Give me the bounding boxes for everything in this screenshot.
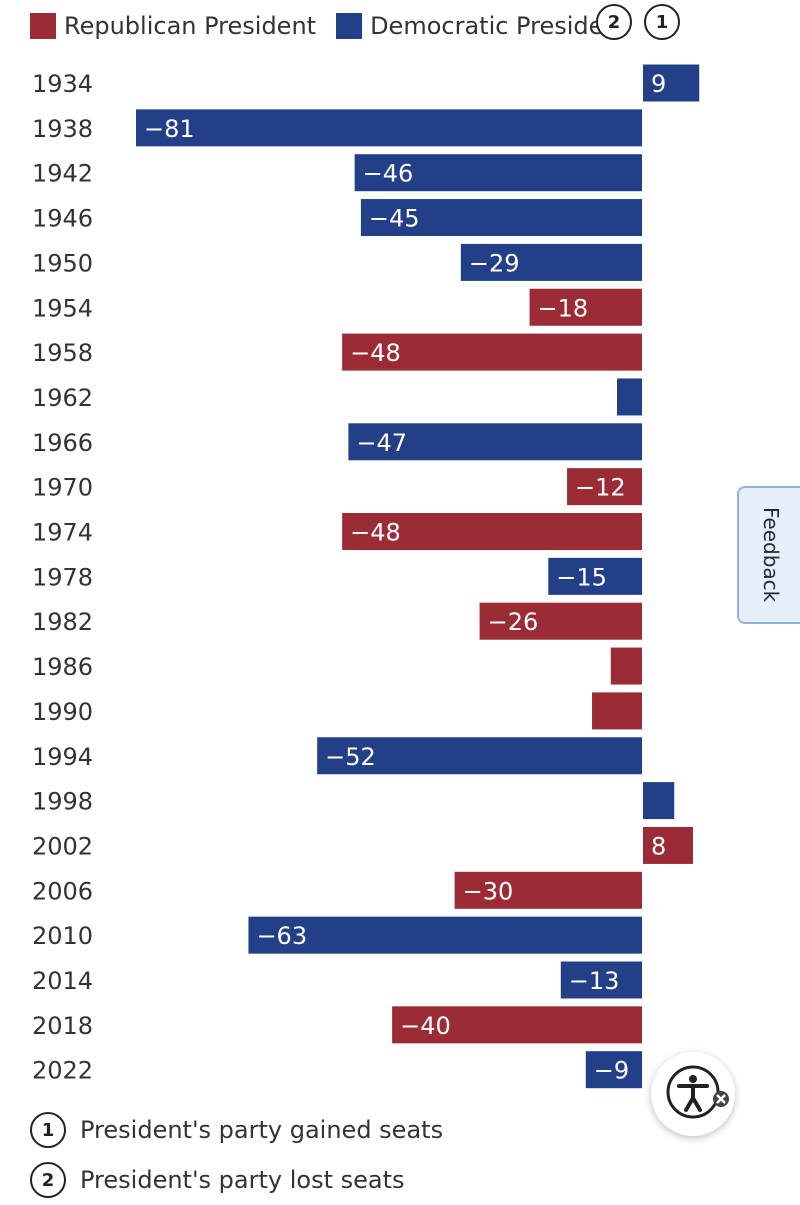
bar-label-1978: −15 <box>556 563 607 591</box>
legend-item-democratic: Democratic President <box>336 12 628 40</box>
legend-item-republican: Republican President <box>30 12 316 40</box>
bar-1990 <box>592 692 642 730</box>
bar-label-1958: −48 <box>350 339 401 367</box>
legend-label-republican: Republican President <box>64 12 317 40</box>
bar-label-1946: −45 <box>369 205 420 233</box>
year-label-1950: 1950 <box>32 249 93 277</box>
bar-chart: 1934 9 1938 −81 1942 −46 1946 −45 1950 −29 1954 −18… <box>32 64 700 1089</box>
year-label-2006: 2006 <box>32 877 93 905</box>
bar-label-1974: −48 <box>350 519 401 547</box>
bar-2022 <box>585 1051 642 1089</box>
feedback-tab[interactable]: Feedback <box>737 486 800 624</box>
year-label-1954: 1954 <box>32 294 93 322</box>
bar-2010 <box>248 916 642 954</box>
year-label-1938: 1938 <box>32 115 93 143</box>
bar-1946 <box>360 199 642 237</box>
year-label-1958: 1958 <box>32 339 93 367</box>
legend-swatch-democratic <box>336 13 363 39</box>
bar-1950 <box>460 243 642 281</box>
bar-label-2010: −63 <box>256 922 307 950</box>
year-label-2010: 2010 <box>32 922 93 950</box>
bar-1942 <box>354 154 642 192</box>
bar-label-1970: −12 <box>575 474 626 502</box>
bar-2002 <box>643 826 693 864</box>
year-label-2022: 2022 <box>32 1057 93 1085</box>
bar-1974 <box>342 513 642 550</box>
bar-2006 <box>454 871 642 909</box>
notes: 1 President's party gained seats 2 Presi… <box>30 1105 443 1205</box>
bar-label-2018: −40 <box>400 1012 451 1040</box>
bar-label-1994: −52 <box>325 743 376 771</box>
bar-1934 <box>643 64 700 102</box>
accessibility-button[interactable] <box>651 1052 735 1136</box>
note-text-lost: President's party lost seats <box>80 1166 405 1194</box>
year-label-1982: 1982 <box>32 608 93 636</box>
note-marker-1: 1 <box>30 1112 66 1148</box>
bar-1994 <box>317 737 642 775</box>
bar-1938 <box>136 109 642 147</box>
accessibility-icon <box>666 1065 729 1119</box>
bar-label-1950: −29 <box>469 249 520 277</box>
bar-label-2002: 8 <box>651 832 666 860</box>
marker-1: 1 <box>644 4 680 40</box>
year-label-1990: 1990 <box>32 698 93 726</box>
year-label-1934: 1934 <box>32 70 93 98</box>
legend: Republican President Democratic Presiden… <box>30 8 648 44</box>
bar-1958 <box>342 333 642 371</box>
year-label-1994: 1994 <box>32 743 93 771</box>
bar-label-2014: −13 <box>569 967 620 995</box>
year-label-1942: 1942 <box>32 160 93 188</box>
year-label-1986: 1986 <box>32 653 93 681</box>
bar-1998 <box>643 782 675 820</box>
bar-1954 <box>529 288 642 326</box>
bar-1966 <box>348 423 642 461</box>
year-label-1970: 1970 <box>32 474 93 502</box>
year-label-1974: 1974 <box>32 519 93 547</box>
legend-markers: 2 1 <box>596 4 692 40</box>
bar-1982 <box>479 602 642 640</box>
bar-2014 <box>560 961 642 999</box>
bar-label-1982: −26 <box>488 608 539 636</box>
year-label-1962: 1962 <box>32 384 93 412</box>
bar-2018 <box>392 1006 642 1044</box>
year-label-1998: 1998 <box>32 788 93 816</box>
year-label-2002: 2002 <box>32 832 93 860</box>
bar-label-1942: −46 <box>363 160 414 188</box>
year-label-1946: 1946 <box>32 205 93 233</box>
bar-label-2006: −30 <box>463 877 514 905</box>
bar-label-1938: −81 <box>144 115 195 143</box>
year-label-1966: 1966 <box>32 429 93 457</box>
feedback-label: Feedback <box>759 507 783 603</box>
note-marker-2: 2 <box>30 1162 66 1198</box>
year-label-2018: 2018 <box>32 1012 93 1040</box>
legend-label-democratic: Democratic President <box>370 12 629 40</box>
bar-1986 <box>610 647 642 685</box>
legend-swatch-republican <box>30 13 56 39</box>
bar-1962 <box>617 378 642 416</box>
bar-label-1966: −47 <box>356 429 407 457</box>
note-gained: 1 President's party gained seats <box>30 1105 443 1155</box>
year-label-2014: 2014 <box>32 967 93 995</box>
note-lost: 2 President's party lost seats <box>30 1155 443 1205</box>
bar-label-2022: −9 <box>594 1057 629 1085</box>
bar-1978 <box>548 557 642 595</box>
bar-label-1934: 9 <box>651 70 666 98</box>
year-label-1978: 1978 <box>32 563 93 591</box>
marker-2: 2 <box>596 4 632 40</box>
bar-1970 <box>567 468 642 506</box>
note-text-gained: President's party gained seats <box>80 1116 444 1144</box>
bar-label-1954: −18 <box>538 294 589 322</box>
